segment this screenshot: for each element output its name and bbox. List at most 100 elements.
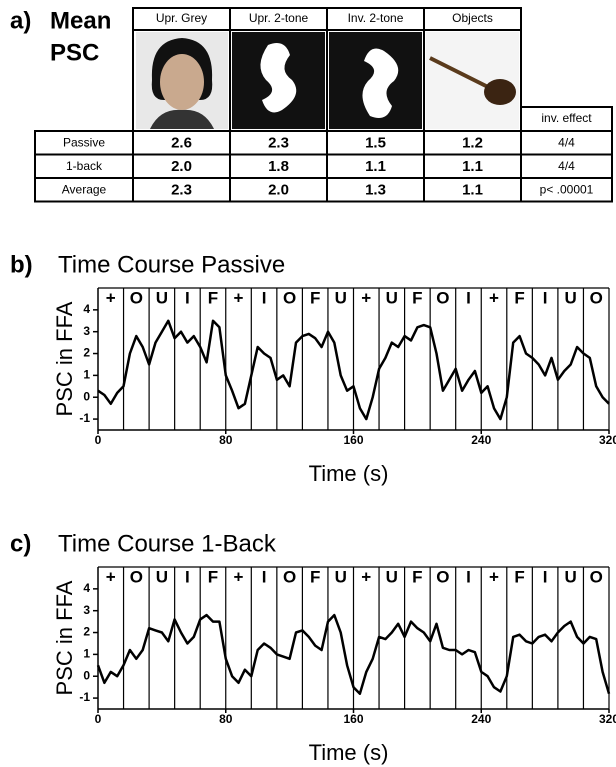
x-tick-label: 160 bbox=[343, 712, 363, 726]
block-label: I bbox=[466, 288, 471, 307]
block-label: O bbox=[590, 288, 603, 307]
block-label: + bbox=[234, 288, 244, 307]
x-axis-label: Time (s) bbox=[309, 740, 389, 765]
block-label: F bbox=[310, 567, 320, 586]
column-header: inv. effect bbox=[541, 111, 592, 125]
block-label: F bbox=[412, 567, 422, 586]
block-label: F bbox=[412, 288, 422, 307]
panel-label: c) bbox=[10, 530, 31, 557]
block-label: U bbox=[565, 567, 577, 586]
block-label: O bbox=[436, 567, 449, 586]
psc-value: 1.1 bbox=[462, 181, 483, 198]
block-label: I bbox=[185, 288, 190, 307]
row-text: Average bbox=[62, 183, 107, 197]
x-tick-label: 80 bbox=[219, 433, 233, 447]
x-tick-label: 240 bbox=[471, 712, 491, 726]
panel-label: b) bbox=[10, 251, 33, 278]
y-tick-label: 0 bbox=[83, 389, 90, 403]
x-tick-label: 0 bbox=[95, 433, 102, 447]
psc-value: 1.8 bbox=[268, 158, 289, 175]
stimulus-images bbox=[136, 32, 519, 129]
column-header: Upr. 2-tone bbox=[249, 11, 309, 25]
y-axis-label: PSC in FFA bbox=[52, 301, 77, 416]
psc-value: 2.3 bbox=[268, 134, 289, 151]
block-label: I bbox=[262, 567, 267, 586]
y-tick-label: 1 bbox=[83, 368, 90, 382]
psc-value: 2.3 bbox=[171, 181, 192, 198]
column-header: Upr. Grey bbox=[156, 11, 207, 25]
inverted-shape bbox=[362, 48, 399, 119]
block-label: O bbox=[130, 288, 143, 307]
y-tick-label: -1 bbox=[79, 690, 90, 704]
block-label: + bbox=[489, 288, 499, 307]
block-label: + bbox=[106, 288, 116, 307]
twotone-shape bbox=[260, 42, 297, 113]
column-header: Objects bbox=[452, 11, 493, 25]
block-label: U bbox=[335, 567, 347, 586]
block-label: O bbox=[283, 288, 296, 307]
guitar-body bbox=[484, 79, 516, 105]
block-label: I bbox=[466, 567, 471, 586]
chart-title: Time Course 1-Back bbox=[58, 530, 277, 557]
x-tick-label: 0 bbox=[95, 712, 102, 726]
time-course-chart: b) Time Course Passive+ O U I F + I O F U + U F O I + F I U… bbox=[10, 251, 616, 485]
psc-value: 2.6 bbox=[171, 134, 192, 151]
row-text: Passive bbox=[63, 136, 105, 150]
block-label: + bbox=[234, 567, 244, 586]
x-tick-label: 160 bbox=[343, 433, 363, 447]
row-text: 4/4 bbox=[558, 159, 575, 173]
y-tick-label: 2 bbox=[83, 625, 90, 639]
psc-value: 2.0 bbox=[171, 158, 192, 175]
block-label: F bbox=[208, 567, 218, 586]
x-tick-label: 320 bbox=[599, 712, 616, 726]
block-label: I bbox=[262, 288, 267, 307]
block-label: I bbox=[185, 567, 190, 586]
panel-title: Mean bbox=[50, 7, 111, 34]
psc-line bbox=[96, 613, 611, 695]
block-label: U bbox=[335, 288, 347, 307]
row-text: 1-back bbox=[66, 159, 103, 173]
block-label: F bbox=[208, 288, 218, 307]
y-tick-label: 1 bbox=[83, 647, 90, 661]
face-shirt bbox=[150, 109, 214, 129]
block-label: U bbox=[156, 567, 168, 586]
time-course-chart: c) Time Course 1-Back+ O U I F + I O F U + U F O I + F I U O… bbox=[10, 530, 616, 764]
block-label: F bbox=[310, 288, 320, 307]
panel-title: PSC bbox=[50, 39, 99, 66]
table-cell bbox=[520, 177, 613, 203]
block-label: O bbox=[283, 567, 296, 586]
block-label: + bbox=[361, 288, 371, 307]
block-label: O bbox=[130, 567, 143, 586]
y-tick-label: 3 bbox=[83, 603, 90, 617]
y-tick-label: -1 bbox=[79, 411, 90, 425]
psc-value: 1.3 bbox=[365, 181, 386, 198]
psc-value: 1.5 bbox=[365, 134, 386, 151]
row-text: p< .00001 bbox=[540, 183, 594, 197]
y-tick-label: 3 bbox=[83, 324, 90, 338]
block-label: U bbox=[565, 288, 577, 307]
y-tick-label: 4 bbox=[83, 581, 90, 595]
face-skin bbox=[160, 54, 204, 110]
block-label: I bbox=[543, 567, 548, 586]
column-header: Inv. 2-tone bbox=[348, 11, 404, 25]
y-tick-label: 0 bbox=[83, 668, 90, 682]
row-text: 4/4 bbox=[558, 136, 575, 150]
psc-line bbox=[97, 319, 610, 421]
block-label: U bbox=[386, 567, 398, 586]
block-label: O bbox=[436, 288, 449, 307]
panel-label: a) bbox=[10, 7, 31, 34]
block-label: + bbox=[106, 567, 116, 586]
x-tick-label: 80 bbox=[219, 712, 233, 726]
y-axis-label: PSC in FFA bbox=[52, 580, 77, 695]
x-tick-label: 240 bbox=[471, 433, 491, 447]
psc-value: 1.1 bbox=[365, 158, 386, 175]
x-axis-label: Time (s) bbox=[309, 461, 389, 486]
guitar-neck bbox=[429, 56, 491, 90]
block-label: + bbox=[489, 567, 499, 586]
block-label: U bbox=[156, 288, 168, 307]
block-label: + bbox=[361, 567, 371, 586]
block-label: O bbox=[590, 567, 603, 586]
block-label: F bbox=[514, 567, 524, 586]
y-tick-label: 4 bbox=[83, 302, 90, 316]
